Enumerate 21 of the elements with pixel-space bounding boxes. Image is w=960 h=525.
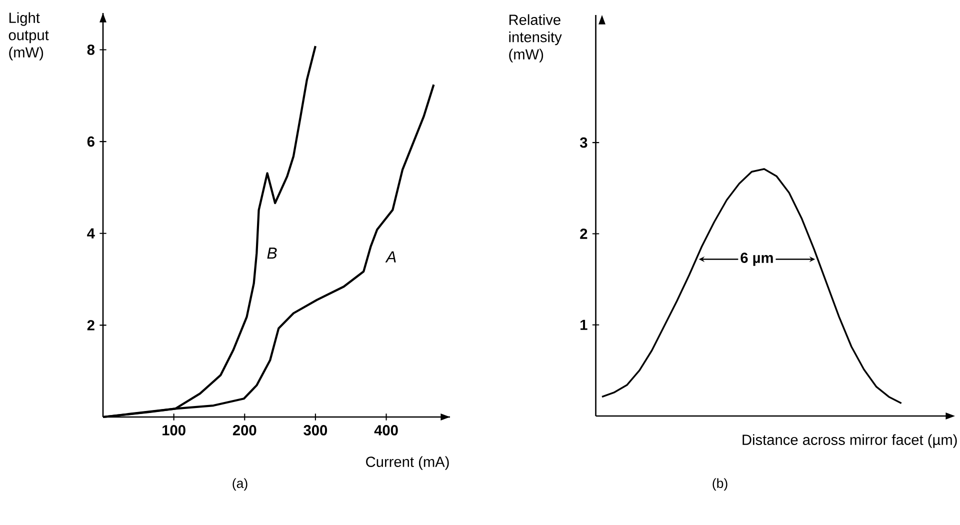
y-tick-label: 6 <box>87 136 94 147</box>
line-series <box>601 168 902 404</box>
y-axis-title: Relative intensity (mW) <box>509 14 562 62</box>
x-tick-label: 400 <box>374 425 398 436</box>
y-tick-label: 1 <box>580 320 588 330</box>
y-tick-label: 2 <box>87 320 94 330</box>
text: (b) <box>712 478 728 491</box>
annotation: 6 µm <box>740 252 773 266</box>
x-tick-label: 100 <box>162 425 186 436</box>
y-tick-label: 4 <box>87 228 95 238</box>
series-label: B <box>267 248 277 259</box>
y-axis-title: Light output (mW) <box>8 12 49 60</box>
x-axis-title: Distance across mirror facet (µm) <box>742 434 957 448</box>
text: (a) <box>232 478 248 491</box>
x-tick-label: 300 <box>304 425 328 436</box>
x-axis-title: Current (mA) <box>366 456 449 470</box>
y-tick-label: 3 <box>580 137 588 148</box>
y-tick-label: 2 <box>580 228 588 239</box>
y-tick-label: 8 <box>87 44 95 55</box>
x-tick-label: 200 <box>232 425 256 436</box>
series-label: A <box>385 251 396 262</box>
